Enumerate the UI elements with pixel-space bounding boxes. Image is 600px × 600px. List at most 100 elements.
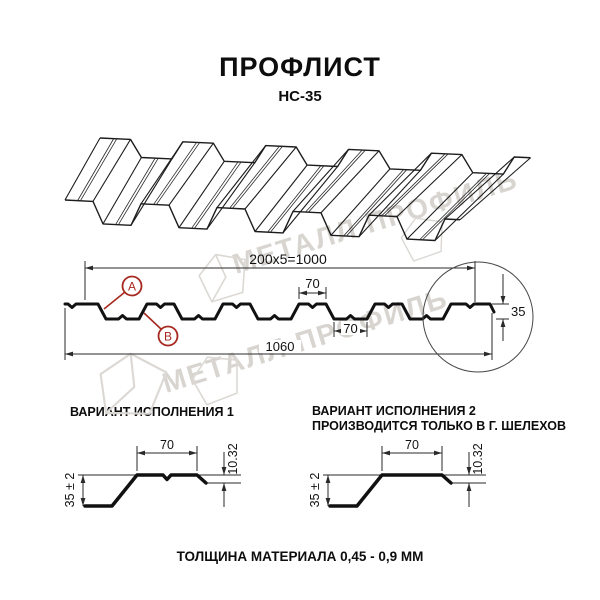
callout-a-letter: А [128,280,136,294]
arrowhead [299,290,307,296]
arrowhead [467,265,475,271]
variant2-label-line1: ВАРИАНТ ИСПОЛНЕНИЯ 2 [312,404,476,418]
arrowhead [325,498,331,506]
arrowhead [65,351,73,357]
sheet-groove-line [229,145,280,209]
dim-overall-bottom: 1060 [266,339,295,354]
arrowhead [466,483,472,491]
sheet-groove-line [115,157,156,225]
arrowhead [434,450,442,456]
sheet-groove-line [343,169,404,237]
sheet-bend-line [254,164,308,232]
sheet-bend-line [292,149,349,212]
watermark-text: МЕТАЛЛ ПРОФИЛЬ [159,282,452,398]
sheet-bend-line [434,173,504,241]
sheet-groove-line [80,138,118,201]
sheet-bend-line [244,146,297,210]
sheet-groove-line [422,173,490,241]
sheet-bend-line [102,157,142,225]
sheet-near-edge [64,199,461,242]
variant1-dim-lip: 10.32 [226,443,240,474]
sheet-bend-line [358,169,421,238]
variant1-dim-crest: 70 [160,438,174,452]
arrowhead [80,475,86,483]
arrowhead [500,296,506,304]
sheet-bend-line [320,150,380,214]
sheet-groove-line [267,165,322,233]
sheet-groove-line [346,169,408,237]
sheet-groove-line [232,146,283,209]
sheet-groove-line [194,161,242,229]
dim-valley-width: 70 [343,321,357,336]
sheet-groove-line [308,149,366,213]
variant1-dim-height: 35 ± 2 [63,473,77,508]
dim-height: 35 [511,304,525,319]
variant2-dim-crest: 70 [405,438,419,452]
sheet-bend-line [459,157,531,221]
cross-section-profile [63,302,496,321]
sheet-bend-line [64,137,101,201]
sheet-bend-line [92,139,131,202]
callout-b-letter: В [164,330,172,344]
variant2-dim-height: 35 ± 2 [308,473,322,508]
sheet-groove-line [118,158,159,225]
sheet-groove-line [381,153,446,217]
arrowhead [466,467,472,475]
sheet-bend-line [396,154,463,217]
sheet-bend-line [330,168,391,236]
sheet-bend-line [178,160,225,229]
arrowhead [80,498,86,506]
sheet-groove-line [191,161,239,229]
sheet-bend-line [444,156,515,220]
sheet-bend-line [206,162,256,230]
sheet-groove-line [270,165,325,233]
variant2-dim-lip: 10.32 [471,443,485,474]
dimension-lines [64,261,509,507]
sheet-groove-line [305,149,363,213]
arrowhead [221,483,227,491]
arrowhead [382,450,390,456]
arrowhead [334,328,342,334]
sheet-bend-line [282,166,339,234]
arrowhead [221,467,227,475]
label-mask [259,340,301,353]
sheet-groove-line [77,138,115,201]
sheet-bend-line [368,152,432,216]
sheet-bend-line [216,145,267,208]
arrowhead [85,265,93,271]
arrowhead [325,475,331,483]
callouts: А В [103,275,179,347]
sheet-bend-line [168,142,214,206]
sheet-groove-line [419,173,487,241]
arrowhead [137,450,145,456]
page-title: ПРОФЛИСТ [219,52,381,82]
sheet-bend-line [406,172,474,240]
profile-model-code: НС-35 [278,88,322,105]
arrowhead [359,328,367,334]
callout-a-leader [103,291,126,310]
dim-overall-top: 200x5=1000 [249,251,327,267]
sheet-groove-line [153,142,197,205]
dimension-labels: 200x5=1000 70 70 1060 35 70 35 ± 2 10.32… [63,251,525,507]
arrowhead [189,450,197,456]
sheet-groove-line [156,142,200,205]
label-mask [341,321,360,335]
sheet-3d-view [64,137,531,242]
sheet-bend-line [130,158,173,226]
sheet-groove-line [384,153,449,217]
detail-circle [422,261,534,373]
variant2-label: ВАРИАНТ ИСПОЛНЕНИЯ 2 ПРОИЗВОДИТСЯ ТОЛЬКО… [312,404,566,433]
variant1-profile [83,473,208,508]
dim-crest-width: 70 [305,276,319,291]
variant2-profile [328,473,453,508]
callout-a-circle [121,275,143,297]
callout-b-leader [143,312,162,330]
arrowhead [484,351,492,357]
variant2-label-line2: ПРОИЗВОДИТСЯ ТОЛЬКО В Г. ШЕЛЕХОВ [312,418,567,433]
sheet-bend-line [140,141,184,205]
callout-b-circle [157,325,179,347]
material-thickness-note: ТОЛЩИНА МАТЕРИАЛА 0,45 - 0,9 ММ [176,549,424,564]
brand-logo-watermark [99,217,443,415]
